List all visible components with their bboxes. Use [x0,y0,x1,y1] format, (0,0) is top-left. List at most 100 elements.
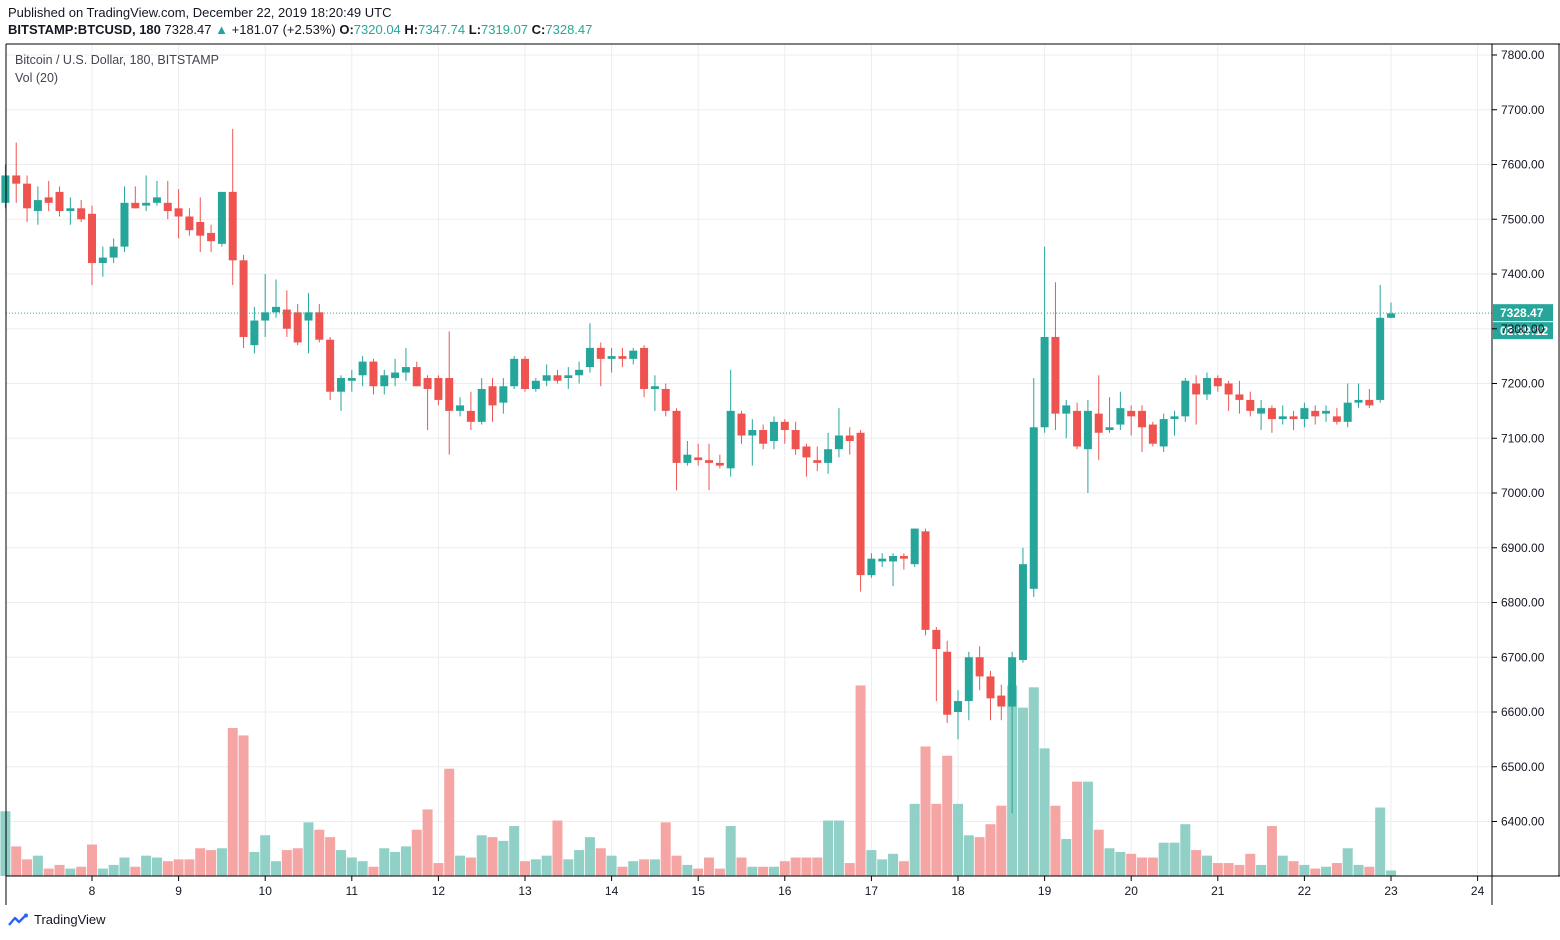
candle-body [434,378,443,400]
last-price-label: 7328.47 [1500,306,1544,320]
candles [1,128,1395,814]
high-value: 7347.74 [418,22,466,37]
candle-body [1116,408,1125,425]
volume-bar [162,861,173,876]
volume-bar [693,868,704,876]
x-tick-label: 21 [1211,884,1225,898]
candle-body [142,202,151,206]
candle-body [769,421,778,441]
candle-body [856,432,865,576]
candle-body [44,197,53,203]
volume-bar [303,822,314,876]
x-tick-label: 12 [432,884,446,898]
candle-body [1138,410,1147,428]
volume-bar [0,811,11,876]
volume-bar [963,835,974,876]
candle-body [813,460,822,463]
y-tick-label: 6400.00 [1501,815,1545,829]
x-tick-label: 10 [259,884,273,898]
candle-body [585,347,594,368]
candle-body [596,347,605,359]
x-tick-label: 24 [1471,884,1485,898]
x-tick-label: 9 [175,884,182,898]
candle-body [358,361,367,376]
candle-body [1148,424,1157,444]
volume-bar [444,768,455,876]
volume-bar [671,855,682,876]
candle-body [239,260,248,337]
candle-body [759,430,768,444]
candle-body [1278,416,1287,420]
candle-body [412,367,421,387]
candle-body [780,421,789,431]
candle-body [1202,378,1211,395]
candle-body [694,457,703,461]
candle-body [964,657,973,702]
candle-body [445,378,454,411]
volume-bar [714,868,725,876]
volume-indicator-label[interactable]: Vol (20) [15,71,59,85]
candle-body [954,701,962,712]
volume-bar [487,837,498,876]
close-value: 7328.47 [545,22,593,37]
candle-body [174,208,183,217]
volume-bar [520,861,530,876]
volume-bar [249,851,260,876]
x-tick-label: 18 [951,884,965,898]
volume-bar [649,859,660,876]
candle-body [217,191,226,244]
chart-title: Bitcoin / U.S. Dollar, 180, BITSTAMP [15,53,220,67]
time-axis[interactable]: 8 9 10 11 12 13 14 15 16 17 18 19 20 21 22 23 24 [89,876,1485,898]
change-value: +181.07 (+2.53%) [231,22,336,37]
volume-bar [823,820,834,876]
candle-body [650,386,659,389]
candle-body [33,200,42,212]
candle-body [293,312,302,343]
volume-bar [465,857,476,876]
volume-bar [216,848,227,876]
price-axis[interactable]: 6400.00 6500.00 6600.00 6700.00 6800.00 6900.… [1492,48,1545,829]
candle-body [1181,380,1190,417]
volume-bar [1375,807,1386,876]
y-tick-label: 7800.00 [1501,48,1545,62]
candle-body [1300,408,1309,420]
candle-body [899,555,908,559]
volume-bar [184,859,195,876]
candle-body [715,462,724,466]
candle-body [391,372,400,379]
volume-bar [1039,748,1050,876]
volume-bar [866,850,877,876]
volume-bar [335,850,346,876]
volume-bar [498,840,509,876]
y-tick-label: 7300.00 [1501,322,1545,336]
candle-body [932,629,941,650]
candle-body [1354,399,1363,403]
volume-bar [141,855,152,876]
candle-body [943,651,952,715]
volume-bar [108,864,119,876]
volume-bar [736,857,747,876]
volume-bar [1331,863,1342,876]
candle-body [336,378,345,392]
candle-body [1365,399,1374,406]
y-tick-label: 6900.00 [1501,541,1545,555]
x-tick-label: 16 [778,884,792,898]
volume-bar [758,866,769,876]
candle-body [1008,657,1017,707]
y-tick-label: 7700.00 [1501,103,1545,117]
volume-bar [1191,850,1202,876]
y-tick-label: 6600.00 [1501,705,1545,719]
candle-body [531,380,540,389]
candle-body [1094,413,1103,433]
candle-body [910,528,919,565]
candle-body [272,306,281,313]
volume-bar [368,866,379,876]
candle-body [1311,410,1320,417]
candle-body [921,531,930,630]
x-tick-label: 19 [1038,884,1052,898]
candle-body [1267,408,1276,420]
x-tick-label: 22 [1298,884,1312,898]
candle-body [607,356,616,359]
candle-body [1040,336,1049,428]
